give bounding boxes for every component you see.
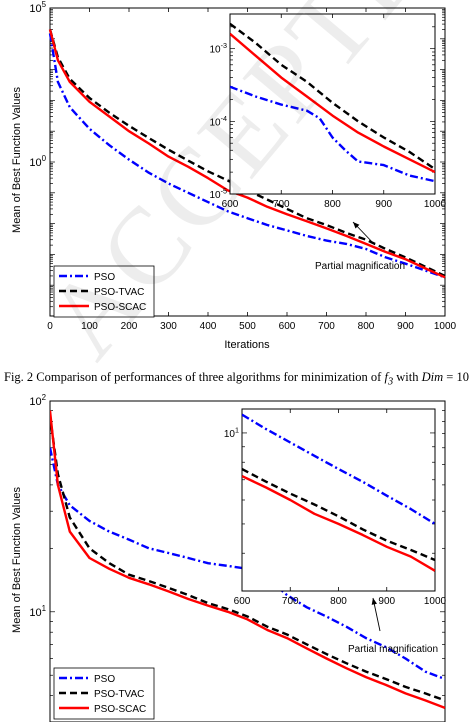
inset-y-tick-label: 10-3 xyxy=(209,41,227,56)
y-tick-label: 101 xyxy=(29,604,46,619)
main-series-pso xyxy=(50,447,445,681)
caption-dim-value: = 10 xyxy=(446,370,469,384)
legend-label: PSO-TVAC xyxy=(94,287,144,298)
x-tick-label: 900 xyxy=(397,321,414,332)
inset-frame xyxy=(241,408,436,592)
caption-with: with xyxy=(396,370,419,384)
inset-series-pso-tvac xyxy=(230,22,435,171)
annotation-partial-magnification: Partial magnification xyxy=(315,261,405,272)
legend-label: PSO-SCAC xyxy=(94,704,146,715)
main-series-pso-tvac xyxy=(50,415,445,702)
inset-x-tick-label: 800 xyxy=(324,199,341,210)
inset-y-tick-label: 101 xyxy=(224,425,239,440)
legend-label: PSO-SCAC xyxy=(94,302,146,313)
y-tick-label: 102 xyxy=(29,393,46,408)
inset-series-pso-tvac xyxy=(242,467,435,562)
inset-x-tick-label: 600 xyxy=(222,199,239,210)
inset-x-tick-label: 600 xyxy=(234,596,251,607)
plot-frame xyxy=(49,400,446,722)
inset-panel: 600 700 800 900 1000 10-3 10-4 10-5 xyxy=(209,13,447,210)
legend: PSO PSO-TVAC PSO-SCAC xyxy=(53,667,155,720)
inset-series-pso-scac xyxy=(230,32,435,174)
x-tick-label: 800 xyxy=(358,321,375,332)
main-series-pso xyxy=(48,33,446,279)
inset-series-group xyxy=(242,413,435,572)
x-tick-label: 100 xyxy=(81,321,98,332)
y-axis-label: Mean of Best Function Values xyxy=(11,487,23,633)
x-tick-label: 1000 xyxy=(434,321,457,332)
annotation-partial-magnification: Partial magnification xyxy=(348,644,438,655)
inset-panel: 600 700 800 900 1000 101 xyxy=(224,408,447,607)
inset-x-tick-label: 700 xyxy=(273,199,290,210)
inset-series-pso-scac xyxy=(242,475,435,572)
y-tick-label: 100 xyxy=(29,154,46,169)
inset-series-pso xyxy=(230,85,435,183)
series-group xyxy=(50,410,445,710)
y-axis-label: Mean of Best Function Values xyxy=(11,87,23,233)
inset-y-tick-label: 10-5 xyxy=(209,187,227,202)
x-tick-label: 500 xyxy=(239,321,256,332)
legend-label: PSO xyxy=(94,674,115,685)
inset-y-tick-label: 10-4 xyxy=(209,114,227,129)
annotation-arrow-head xyxy=(371,598,378,605)
x-tick-label: 400 xyxy=(200,321,217,332)
inset-x-tick-label: 900 xyxy=(375,199,392,210)
legend-label: PSO-TVAC xyxy=(94,689,144,700)
inset-x-tick-label: 900 xyxy=(378,596,395,607)
annotation-arrow-head xyxy=(353,222,360,229)
caption-function: f3 xyxy=(384,370,394,388)
y-tick-label: 105 xyxy=(29,0,46,15)
x-tick-label: 200 xyxy=(121,321,138,332)
inset-frame xyxy=(229,13,436,195)
legend-label: PSO xyxy=(94,272,115,283)
chart-1: 0 100 200 300 400 500 600 700 800 900 1000 105 100 Me… xyxy=(11,0,457,351)
inset-series-group xyxy=(230,22,435,183)
caption-dim-label: Dim xyxy=(421,370,444,384)
inset-x-tick-label: 1000 xyxy=(424,199,447,210)
x-axis-label: Iterations xyxy=(224,339,270,351)
chart-2: 102 101 Mean of Best Function Values 600 700… xyxy=(11,393,447,722)
x-tick-label: 0 xyxy=(47,321,53,332)
inset-x-tick-label: 1000 xyxy=(424,596,447,607)
legend: PSO PSO-TVAC PSO-SCAC xyxy=(53,265,155,318)
figure-caption: Fig. 2 Comparison of performances of thr… xyxy=(4,370,474,388)
caption-prefix: Fig. 2 Comparison of performances of thr… xyxy=(4,370,382,384)
inset-x-tick-label: 700 xyxy=(282,596,299,607)
main-series-pso-scac xyxy=(50,410,445,710)
x-tick-label: 600 xyxy=(279,321,296,332)
x-tick-label: 700 xyxy=(318,321,335,332)
inset-series-pso xyxy=(242,413,435,525)
inset-x-tick-label: 800 xyxy=(330,596,347,607)
x-tick-label: 300 xyxy=(160,321,177,332)
